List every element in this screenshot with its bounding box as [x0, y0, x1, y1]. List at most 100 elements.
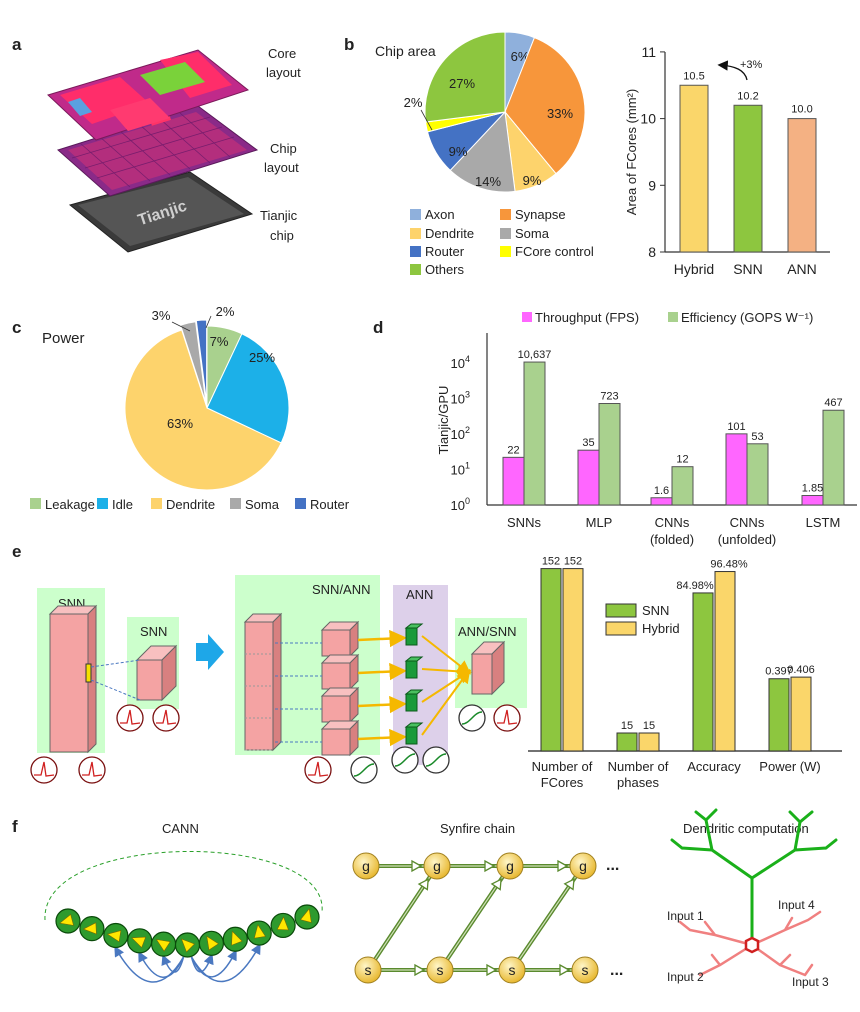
x-category-label: (unfolded) — [718, 532, 777, 547]
cube-front — [321, 629, 351, 657]
s-neuron-node — [426, 956, 454, 984]
y-tick-label: 11 — [641, 44, 656, 60]
pie-slice-others — [424, 31, 506, 123]
pie-value-label: 27% — [449, 76, 475, 91]
s-label: s — [582, 962, 589, 978]
bar-hybrid — [679, 84, 709, 253]
legend-swatch — [410, 246, 421, 257]
input-4-label: Input 4 — [778, 898, 815, 912]
excitatory-connection — [161, 954, 185, 973]
bar-efficiency — [671, 466, 694, 506]
bar-value-label: 723 — [600, 391, 618, 403]
bar-throughput — [650, 497, 673, 506]
bar-snn — [692, 592, 714, 752]
soma-node-icon — [744, 936, 760, 954]
x-category-label: (folded) — [650, 532, 694, 547]
cann-title: CANN — [162, 821, 199, 836]
excitatory-connection — [114, 945, 185, 983]
input-2-label: Input 2 — [667, 970, 704, 984]
legend-swatch — [410, 264, 421, 275]
bar-value-label: 0.397 — [765, 666, 793, 678]
pie-value-label: 9% — [523, 173, 542, 188]
snn-ann-label: SNN/ANN — [312, 582, 371, 597]
bar-hybrid — [638, 732, 660, 752]
bar-efficiency — [746, 443, 769, 506]
leader-line — [420, 109, 433, 131]
panel-letter-b: b — [344, 35, 354, 54]
synapse-triangle-icon — [559, 963, 571, 977]
merge-arrow-icon — [421, 668, 471, 736]
direction-arrow-icon — [180, 938, 196, 953]
bar-value-label: 152 — [542, 556, 560, 568]
x-category-label: CNNs — [730, 515, 765, 530]
legend-label: Soma — [245, 497, 280, 512]
input-feature-block — [48, 604, 98, 754]
spike-waveform — [34, 761, 55, 777]
pie-slice-dendrite — [124, 329, 282, 491]
sigmoid-waveform — [394, 753, 416, 767]
bar-hybrid — [790, 676, 812, 752]
leader-line — [205, 315, 212, 329]
transition-arrow-icon — [196, 634, 224, 670]
legend-swatch — [500, 209, 511, 220]
cube-front — [321, 695, 351, 723]
spiking-neuron-icon — [78, 756, 106, 784]
synapse-triangle-icon — [411, 859, 423, 873]
cube-front — [321, 728, 351, 756]
y-tick-label: 10 — [451, 392, 465, 407]
legend-swatch — [500, 228, 511, 239]
ann-neuron-block — [405, 627, 418, 646]
spiking-neuron-icon — [304, 756, 332, 784]
bar-efficiency — [598, 403, 621, 506]
legend-label: FCore control — [515, 244, 594, 259]
chip-layer-stack: Tianjic — [47, 49, 259, 253]
g-neuron-node — [496, 852, 524, 880]
label-chip-layout-2: layout — [264, 160, 299, 175]
bar-value-label: 1.6 — [654, 485, 669, 497]
dendritic-title: Dendritic computation — [683, 821, 809, 836]
ann-neuron-top — [404, 689, 424, 695]
dendrite-tree-green — [670, 808, 838, 947]
y-tick-exponent: 0 — [465, 496, 470, 506]
ann-neuron-block — [405, 726, 418, 745]
excitatory-connection — [190, 949, 237, 978]
ann-neuron-top — [404, 656, 424, 662]
legend-swatch — [522, 312, 532, 322]
panel-letter-e: e — [12, 542, 21, 561]
panel-letter-c: c — [12, 318, 21, 337]
direction-arrow-icon — [155, 939, 171, 952]
bar-value-label: 10,637 — [518, 349, 552, 361]
forward-arrow-icon — [357, 662, 407, 681]
legend-swatch — [605, 621, 637, 636]
bar-throughput — [502, 456, 525, 506]
pie-slice-soma — [449, 110, 516, 193]
cube-front — [321, 662, 351, 690]
cube-front — [136, 659, 163, 701]
bar-snn — [768, 678, 790, 752]
panel-letter-f: f — [12, 817, 18, 836]
s-neuron-node — [354, 956, 382, 984]
bar-snn — [733, 104, 763, 253]
y-tick-label: 10 — [451, 427, 465, 442]
y-tick-exponent: 4 — [465, 354, 470, 364]
spiking-neuron-icon — [152, 704, 180, 732]
y-axis-label: Area of FCores (mm²) — [624, 89, 639, 215]
legend-swatch — [500, 246, 511, 257]
label-core-layout-2: layout — [266, 65, 301, 80]
x-category-label: MLP — [586, 515, 613, 530]
y-tick-label: 10 — [451, 356, 465, 371]
synapse-triangle-icon — [486, 963, 498, 977]
legend-label: Synapse — [515, 207, 566, 222]
direction-arrow-icon — [59, 913, 74, 926]
legend-label: Axon — [425, 207, 455, 222]
direction-arrow-icon — [82, 922, 97, 935]
pie-value-label: 7% — [210, 334, 229, 349]
pie-value-label: 14% — [475, 174, 501, 189]
legend-label: Soma — [515, 226, 550, 241]
bar-value-label: 10.5 — [683, 70, 704, 82]
panel-letter-d: d — [373, 318, 383, 337]
g-neuron-node — [423, 852, 451, 880]
core-layout-layer — [47, 49, 250, 141]
